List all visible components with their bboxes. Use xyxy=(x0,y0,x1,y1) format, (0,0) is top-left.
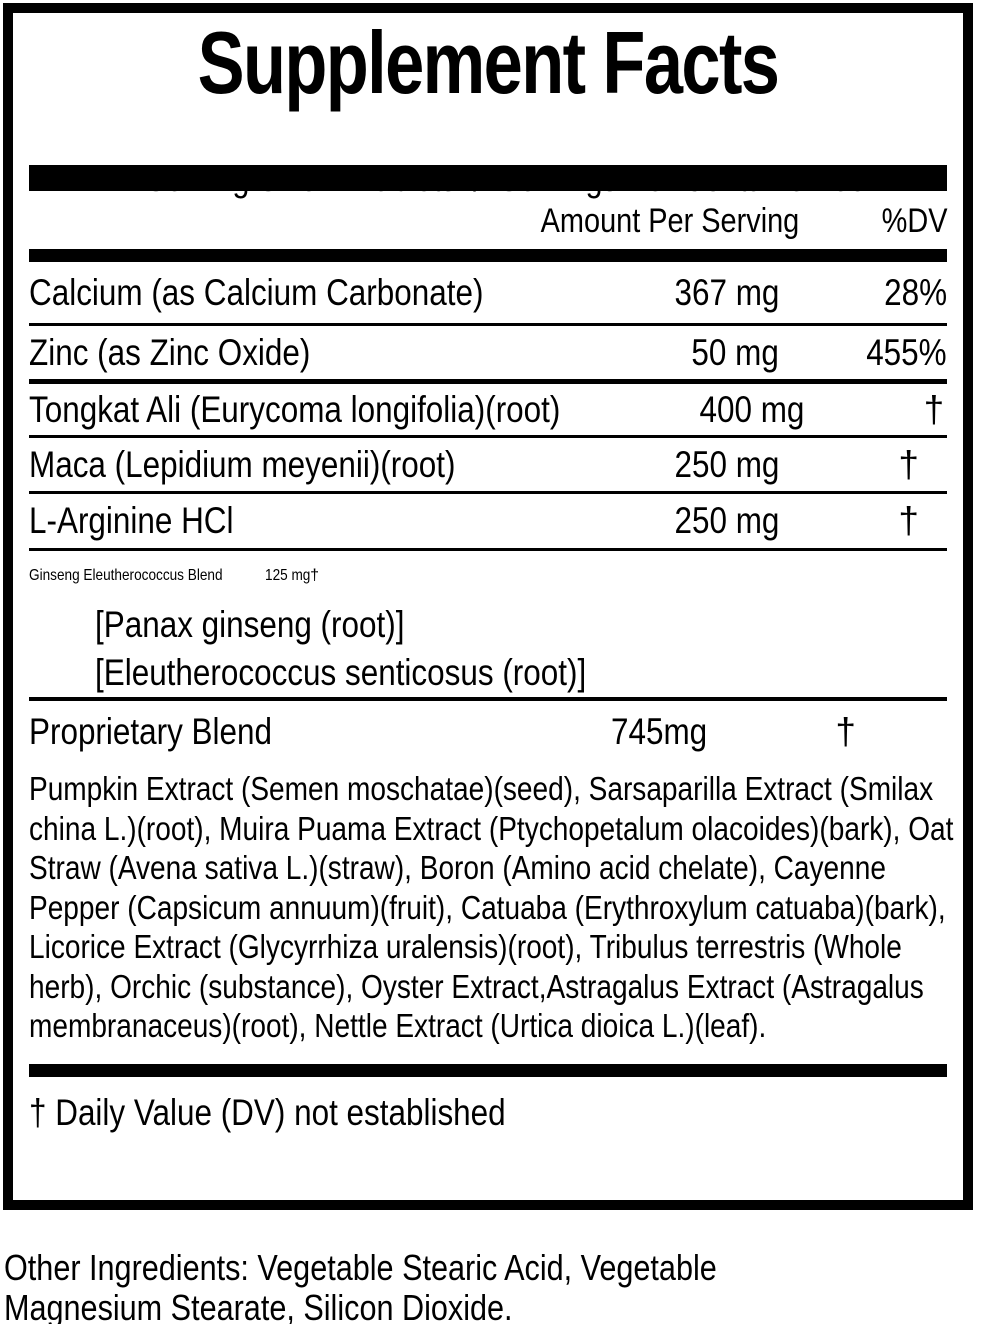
nutrient-name: Maca (Lepidium meyenii)(root) xyxy=(29,443,456,485)
proprietary-blend-row: Proprietary Blend 745mg † xyxy=(29,701,947,763)
panel-title-row: Supplement Facts xyxy=(29,13,947,113)
nutrient-name: Tongkat Ali (Eurycoma longifolia)(root) xyxy=(29,388,561,430)
nutrient-name: Zinc (as Zinc Oxide) xyxy=(29,331,311,373)
nutrient-dv: 28% xyxy=(884,271,947,313)
blend-sub-ingredient: [Eleutherococcus senticosus (root)] xyxy=(95,652,587,693)
nutrient-row-calcium: Calcium (as Calcium Carbonate) 367 mg 28… xyxy=(29,262,947,326)
header-separator-bar xyxy=(29,249,947,262)
nutrient-dv: 455% xyxy=(866,331,947,373)
nutrient-amount: 50 mg xyxy=(691,331,779,373)
nutrient-amount: 250 mg xyxy=(674,443,779,485)
nutrient-dv-dagger: † xyxy=(923,388,945,430)
nutrient-amount: 745mg xyxy=(610,711,707,752)
footnote-separator-bar xyxy=(29,1063,947,1077)
nutrient-row-maca: Maca (Lepidium meyenii)(root) 250 mg † xyxy=(29,438,947,494)
footnote-row: † Daily Value (DV) not established xyxy=(29,1091,947,1135)
serving-info: Serving Size: 2 Tablets / Servings Per C… xyxy=(145,158,867,199)
dv-header: %DV xyxy=(881,202,947,240)
nutrient-row-zinc: Zinc (as Zinc Oxide) 50 mg 455% xyxy=(29,326,947,384)
nutrient-name: Calcium (as Calcium Carbonate) xyxy=(29,271,484,313)
nutrient-dv-dagger: † xyxy=(898,500,919,541)
panel-content: Supplement Facts Serving Size: 2 Tablets… xyxy=(13,13,963,1135)
amount-per-serving-header: Amount Per Serving xyxy=(540,202,799,240)
blend-main-line: Ginseng Eleutherococcus Blend 125 mg † xyxy=(29,551,947,601)
nutrient-dv-dagger: † xyxy=(835,711,856,752)
nutrient-name: Ginseng Eleutherococcus Blend xyxy=(29,567,223,584)
column-header-row: Amount Per Serving %DV xyxy=(29,191,947,249)
supplement-facts-panel: Supplement Facts Serving Size: 2 Tablets… xyxy=(3,3,973,1210)
nutrient-amount: 125 mg xyxy=(264,567,311,584)
nutrient-name: L-Arginine HCl xyxy=(29,500,234,541)
dv-header-cell: %DV xyxy=(799,202,947,241)
nutrient-dv-dagger: † xyxy=(310,567,319,584)
nutrient-amount: 367 mg xyxy=(674,271,779,313)
nutrient-name: Proprietary Blend xyxy=(29,711,272,752)
other-ingredients-text: Other Ingredients: Vegetable Stearic Aci… xyxy=(4,1247,717,1324)
nutrient-row-ginseng-blend: Ginseng Eleutherococcus Blend 125 mg † [… xyxy=(29,551,947,701)
separator-bar-thick xyxy=(29,165,947,191)
proprietary-blend-ingredients: Pumpkin Extract (Semen moschatae)(seed),… xyxy=(29,770,954,1044)
nutrient-row-l-arginine: L-Arginine HCl 250 mg † xyxy=(29,494,947,551)
daily-value-footnote: † Daily Value (DV) not established xyxy=(29,1091,506,1133)
serving-info-row: Serving Size: 2 Tablets / Servings Per C… xyxy=(29,113,947,199)
panel-title: Supplement Facts xyxy=(197,13,780,112)
nutrient-amount: 400 mg xyxy=(699,388,805,430)
nutrient-dv-dagger: † xyxy=(898,443,919,485)
nutrient-amount: 250 mg xyxy=(674,500,779,541)
blend-sub-ingredient: [Panax ginseng (root)] xyxy=(95,604,405,645)
nutrient-row-tongkat-ali: Tongkat Ali (Eurycoma longifolia)(root) … xyxy=(29,384,947,438)
